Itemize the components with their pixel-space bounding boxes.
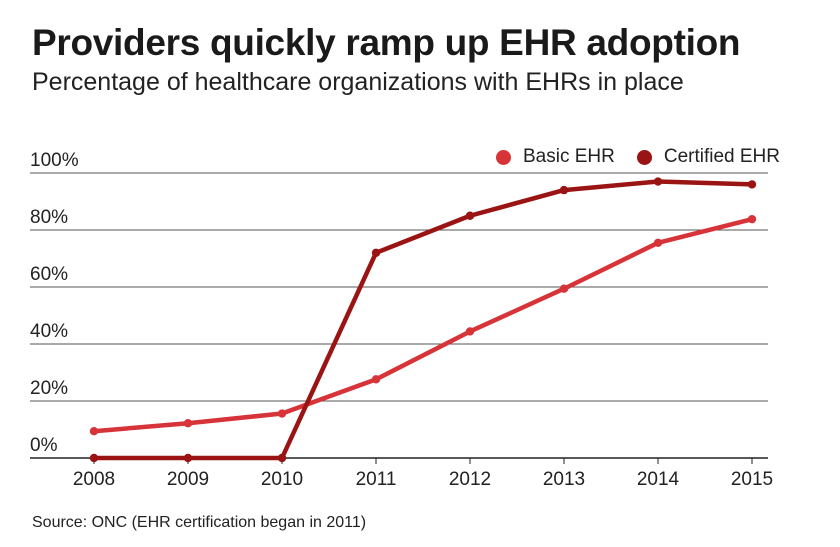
y-tick-label-80: 80%	[30, 207, 68, 228]
x-tick-label-2012: 2012	[449, 469, 491, 490]
x-tick-label-2011: 2011	[356, 469, 397, 490]
legend-label-basic-ehr: Basic EHR	[522, 146, 615, 167]
data-point-basic-ehr-2015	[747, 214, 757, 224]
legend-item-certified-ehr: Certified EHR	[636, 146, 780, 168]
chart-title: Providers quickly ramp up EHR adoption	[32, 22, 741, 63]
legend-marker-certified-ehr	[636, 149, 652, 165]
data-point-basic-ehr-2009	[183, 419, 193, 428]
data-point-certified-ehr-2011	[371, 248, 381, 257]
data-point-certified-ehr-2010	[277, 453, 287, 463]
series-line-certified-ehr	[91, 179, 755, 461]
y-tick-label-20: 20%	[30, 378, 68, 399]
data-point-basic-ehr-2010	[277, 409, 287, 418]
x-tick-label-2010: 2010	[261, 469, 303, 490]
y-tick-label-40: 40%	[30, 321, 68, 342]
y-tick-label-0: 0%	[30, 435, 58, 456]
y-tick-label-100: 100%	[30, 150, 79, 171]
x-tick-label-2013: 2013	[543, 469, 585, 490]
data-point-certified-ehr-2012	[465, 211, 475, 220]
legend: Basic EHR Certified EHR	[474, 146, 780, 168]
x-tick-label-2014: 2014	[637, 469, 680, 490]
data-point-basic-ehr-2013	[559, 284, 569, 293]
y-tick-label-60: 60%	[30, 264, 68, 285]
data-point-certified-ehr-2008	[89, 453, 99, 463]
data-point-basic-ehr-2014	[653, 238, 663, 248]
chart-subtitle: Percentage of healthcare organizations w…	[32, 68, 684, 96]
data-point-basic-ehr-2011	[371, 375, 381, 384]
legend-marker-basic-ehr	[495, 149, 511, 165]
series-line-basic-ehr	[91, 216, 755, 434]
source-note: Source: ONC (EHR certification began in …	[32, 514, 367, 531]
x-tick-label-2009: 2009	[167, 469, 209, 490]
data-point-basic-ehr-2008	[89, 427, 99, 436]
legend-item-basic-ehr: Basic EHR	[495, 146, 615, 168]
data-point-certified-ehr-2015	[747, 180, 757, 189]
data-point-certified-ehr-2014	[653, 177, 663, 186]
x-tick-label-2008: 2008	[73, 469, 115, 490]
data-point-certified-ehr-2013	[559, 185, 569, 195]
data-point-basic-ehr-2012	[465, 327, 475, 336]
x-tick-label-2015: 2015	[731, 469, 773, 490]
data-point-certified-ehr-2009	[183, 453, 193, 463]
legend-label-certified-ehr: Certified EHR	[663, 146, 780, 167]
